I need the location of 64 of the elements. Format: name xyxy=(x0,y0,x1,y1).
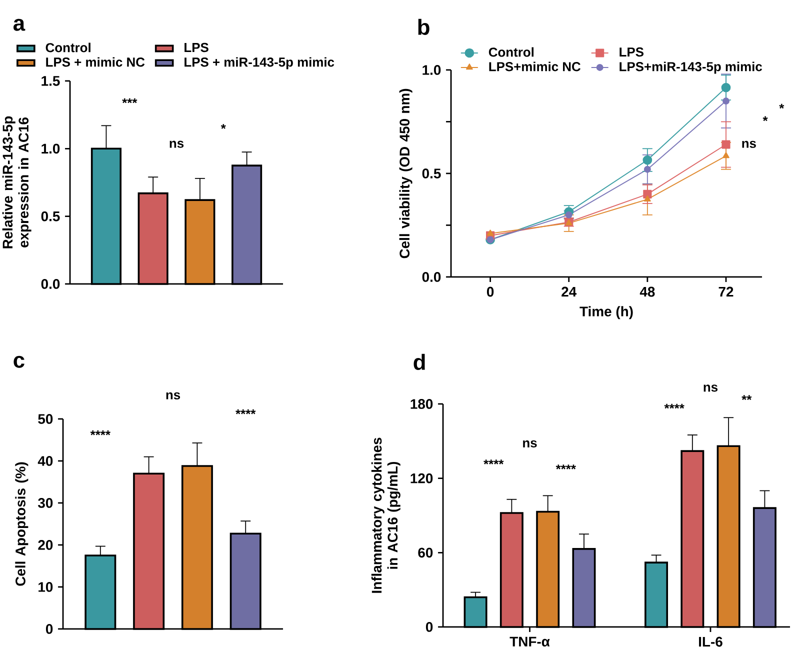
y-axis-title: Relative miR-143-5p expression in AC16 xyxy=(2,116,32,248)
legend-label: LPS xyxy=(184,42,208,52)
text: * xyxy=(779,104,784,109)
y-tick-label: 20 xyxy=(38,540,53,550)
annotation: **** xyxy=(90,430,110,436)
annotation: * xyxy=(220,124,226,129)
annotation: **** xyxy=(556,464,576,470)
x-tick-label: 48 xyxy=(640,286,655,297)
point xyxy=(642,155,652,165)
legend-label: LPS + mimic NC xyxy=(46,57,145,67)
chart-title: a xyxy=(13,18,26,31)
y-tick-label: 0.5 xyxy=(422,168,441,178)
legend-label: Control xyxy=(488,47,534,57)
x-axis-title: Time (h) xyxy=(580,306,633,320)
x-tick-label: 72 xyxy=(718,286,734,297)
legend-label: LPS xyxy=(620,47,644,57)
y-axis-title: Cell viability (OD 450 nm) xyxy=(399,88,412,258)
text: ** xyxy=(742,395,752,400)
y-tick-label: 120 xyxy=(410,473,433,484)
annotation: ns xyxy=(170,140,184,148)
point xyxy=(644,166,651,173)
annotation: **** xyxy=(664,404,684,409)
legend-label: LPS + miR-143-5p mimic xyxy=(184,57,334,70)
y-axis-title: Inflammatory cytokines in AC16 (pg/mL) xyxy=(371,438,400,593)
x-tick-label: IL-6 xyxy=(699,636,722,647)
y-tick-label: 0.5 xyxy=(41,211,60,222)
point xyxy=(643,190,652,198)
text: * xyxy=(762,116,768,122)
y-tick-label: 0 xyxy=(46,624,53,634)
chart-title: c xyxy=(14,356,24,368)
annotation: **** xyxy=(484,460,504,464)
y-tick-label: 30 xyxy=(38,498,53,508)
legend-label: LPS+miR-143-5p mimic xyxy=(620,62,762,74)
y-tick-label: 0.0 xyxy=(41,279,60,289)
point xyxy=(722,140,730,149)
legend-label: Control xyxy=(46,42,90,52)
y-tick-label: 1.0 xyxy=(42,144,60,154)
y-tick-label: 40 xyxy=(38,456,53,466)
annotation: ns xyxy=(742,140,756,148)
y-axis-title: Cell Apoptosis (%) xyxy=(15,462,28,586)
chart-title: b xyxy=(418,18,430,35)
y-tick-label: 1.0 xyxy=(422,65,441,75)
x-tick-label: TNF-α xyxy=(510,636,550,647)
x-tick-label: 0 xyxy=(486,286,494,297)
point xyxy=(722,152,730,158)
x-tick-label: 24 xyxy=(562,286,577,297)
y-tick-label: 1.5 xyxy=(42,76,60,86)
annotation: ns xyxy=(523,440,537,448)
annotation: *** xyxy=(122,98,138,104)
point xyxy=(721,82,731,92)
y-tick-label: 10 xyxy=(38,582,53,592)
chart-title: d xyxy=(414,354,425,370)
y-tick-label: 50 xyxy=(38,414,53,424)
y-tick-label: 180 xyxy=(410,399,433,409)
point xyxy=(722,98,730,105)
point xyxy=(486,230,494,236)
y-tick-label: 0.0 xyxy=(422,272,441,282)
y-tick-label: 0 xyxy=(426,622,433,632)
point xyxy=(565,211,572,218)
y-tick-label: 60 xyxy=(418,548,433,558)
text: ns xyxy=(166,392,180,400)
text: ns xyxy=(704,384,718,392)
legend-label: LPS+mimic NC xyxy=(489,62,581,72)
text: **** xyxy=(236,409,256,414)
